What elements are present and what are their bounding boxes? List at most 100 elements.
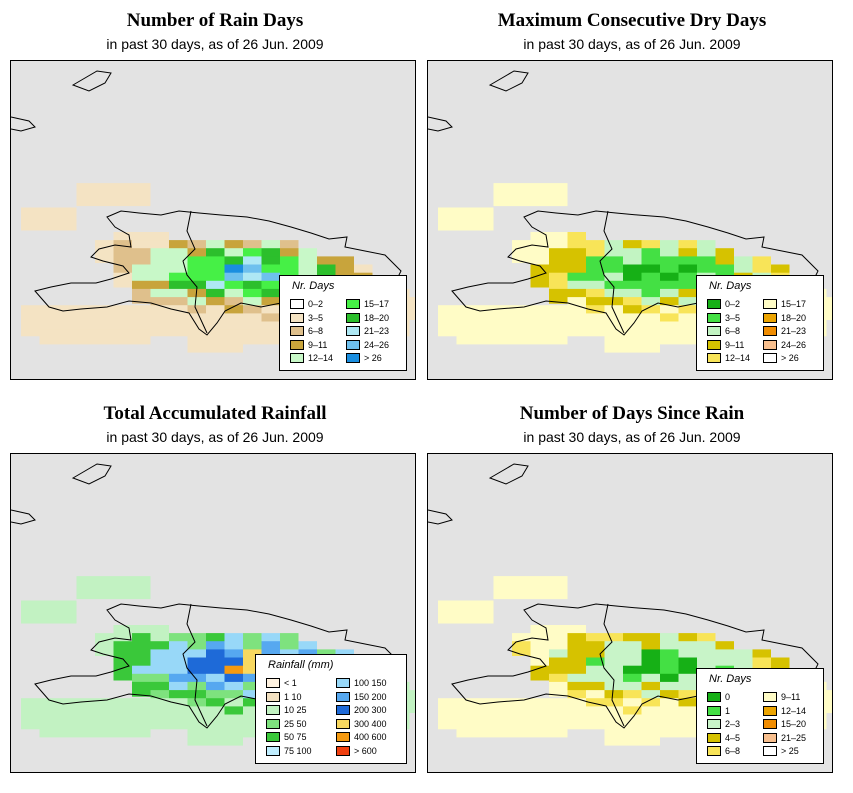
- grid-cell: [826, 305, 832, 320]
- legend-swatch: [346, 339, 360, 350]
- legend-label: 3–5: [308, 312, 324, 323]
- grid-cell: [206, 730, 225, 746]
- grid-cell: [493, 584, 512, 600]
- legend-swatch: [290, 299, 304, 309]
- legend-swatch: [763, 312, 777, 323]
- legend-swatch: [707, 353, 721, 363]
- legend-swatch: [266, 678, 280, 688]
- grid-cell: [530, 329, 549, 345]
- legend-label: 12–14: [781, 705, 807, 716]
- grid-cell: [224, 337, 243, 353]
- legend-swatch: [290, 339, 304, 350]
- grid-cell: [113, 329, 132, 345]
- grid-cell: [549, 681, 568, 697]
- grid-cell: [512, 641, 531, 656]
- grid-cell: [475, 215, 494, 231]
- grid-cell: [660, 722, 679, 738]
- grid-cell: [95, 722, 114, 738]
- grid-cell: [409, 698, 415, 713]
- legend-swatch: [763, 326, 777, 336]
- country-border: [182, 210, 208, 334]
- grid-cell: [243, 329, 262, 345]
- grid-cell: [475, 608, 494, 624]
- legend-label: 21–23: [781, 326, 807, 336]
- legend-swatch: [290, 312, 304, 323]
- grid-cell: [678, 329, 697, 345]
- grid-cell: [438, 714, 457, 730]
- legend-label: 4–5: [725, 732, 741, 743]
- rainfall-panel: Total Accumulated Rainfall in past 30 da…: [10, 393, 420, 777]
- legend-label: 1: [725, 705, 731, 716]
- legend-swatch: [266, 705, 280, 715]
- grid-cell: [641, 730, 660, 746]
- panel-subtitle: in past 30 days, as of 26 Jun. 2009: [106, 36, 324, 52]
- legend-swatch: [707, 705, 721, 716]
- legend-swatch: [707, 312, 721, 323]
- legend-label: 400 600: [354, 732, 387, 742]
- legend-swatch: [346, 312, 360, 323]
- grid-cell: [113, 584, 132, 600]
- legend-label: > 600: [354, 745, 377, 756]
- grid-cell: [512, 329, 531, 345]
- grid-cell: [95, 191, 114, 207]
- grid-cell: [660, 329, 679, 345]
- legend-swatch: [336, 732, 350, 742]
- legend-swatch: [763, 705, 777, 716]
- grid-cell: [409, 297, 415, 312]
- legend-swatch: [346, 299, 360, 309]
- grid-cell: [512, 722, 531, 738]
- grid-cell: [95, 641, 114, 656]
- legend-swatch: [266, 745, 280, 756]
- grid-cell: [132, 584, 151, 600]
- legend-label: 3–5: [725, 312, 741, 323]
- grid-cell: [586, 714, 605, 730]
- grid-cell: [604, 337, 623, 353]
- grid-cell: [39, 215, 58, 231]
- legend-title: Nr. Days: [292, 280, 335, 292]
- legend-swatch: [336, 718, 350, 729]
- legend-swatch: [763, 353, 777, 363]
- small-island-outline: [428, 509, 453, 525]
- grid-cell: [58, 329, 77, 345]
- legend-swatch: [336, 678, 350, 688]
- grid-cell: [826, 297, 832, 312]
- since-rain-map: Nr. Days 0 1 2–3 4–5 6–8 9–11 12–14 15–20 21–25…: [427, 453, 833, 773]
- legend-label: 100 150: [354, 678, 387, 688]
- legend-swatch: [290, 326, 304, 336]
- legend-title: Nr. Days: [709, 673, 752, 685]
- grid-cell: [39, 608, 58, 624]
- grid-cell: [549, 191, 568, 207]
- grid-cell: [456, 215, 475, 231]
- panel-subtitle: in past 30 days, as of 26 Jun. 2009: [523, 36, 741, 52]
- legend-label: 18–20: [781, 312, 807, 323]
- legend-label: 9–11: [308, 339, 328, 350]
- grid-cell: [826, 698, 832, 713]
- grid-cell: [623, 337, 642, 353]
- legend-label: > 26: [781, 353, 799, 363]
- legend-label: 9–11: [781, 692, 801, 702]
- rain-days-map: Nr. Days 0–2 3–5 6–8 9–11 12–14 15–17 18–20 21…: [10, 60, 416, 380]
- legend-swatch: [707, 732, 721, 743]
- legend-label: 75 100: [284, 745, 312, 756]
- small-island-outline: [71, 70, 112, 92]
- legend-label: 6–8: [725, 746, 741, 756]
- grid-cell: [39, 722, 58, 738]
- grid-cell: [76, 329, 95, 345]
- legend-label: 21–23: [364, 326, 390, 336]
- grid-cell: [456, 722, 475, 738]
- grid-cell: [21, 714, 40, 730]
- legend-swatch: [707, 719, 721, 729]
- legend-label: 15–20: [781, 719, 807, 729]
- panel-subtitle: in past 30 days, as of 26 Jun. 2009: [523, 429, 741, 445]
- island-coastline: [34, 603, 402, 729]
- legend-swatch: [763, 732, 777, 743]
- grid-cell: [641, 337, 660, 353]
- legend-swatch: [763, 746, 777, 756]
- grid-cell: [549, 288, 568, 304]
- legend-swatch: [336, 705, 350, 715]
- grid-cell: [132, 288, 151, 304]
- grid-cell: [95, 248, 114, 263]
- grid-cell: [58, 215, 77, 231]
- grid-cell: [493, 329, 512, 345]
- grid-cell: [456, 329, 475, 345]
